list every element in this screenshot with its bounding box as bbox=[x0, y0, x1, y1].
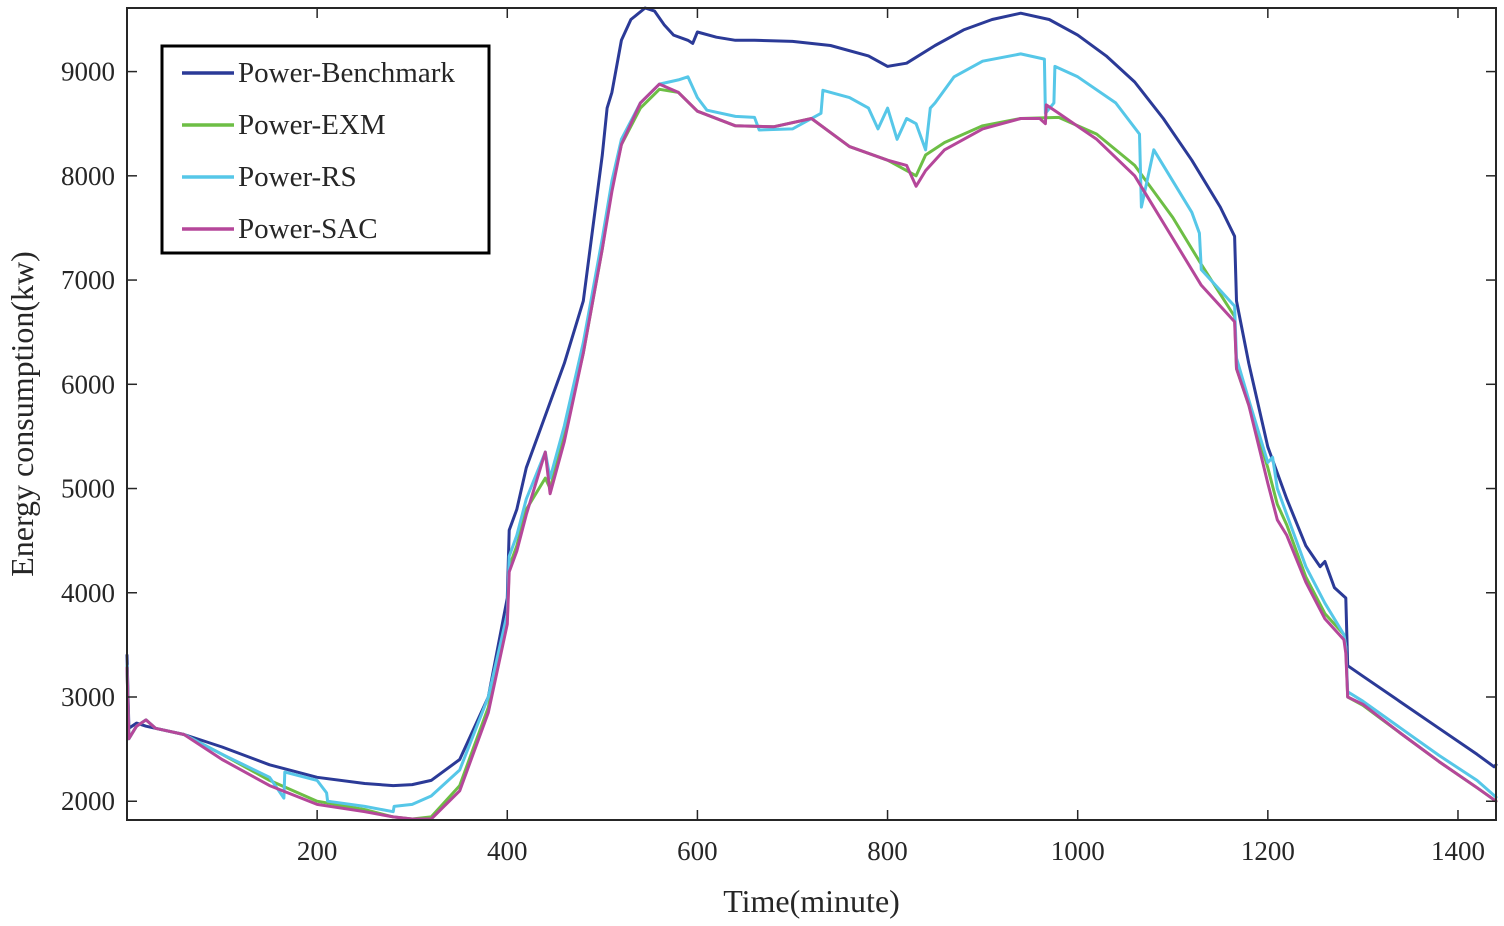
legend-box bbox=[160, 44, 491, 255]
legend-label: Power-EXM bbox=[238, 109, 386, 141]
legend-label: Power-SAC bbox=[238, 213, 378, 245]
y-tick-label: 2000 bbox=[61, 786, 115, 816]
x-tick-label: 1400 bbox=[1431, 836, 1485, 866]
legend-label: Power-RS bbox=[238, 161, 357, 193]
tick-layer: 200 400 600 800 1000 1200 1400 2000 3000 4000 5000… bbox=[61, 8, 1496, 866]
series-line-power-benchmark bbox=[125, 6, 1498, 788]
x-axis-label: Time(minute) bbox=[723, 883, 900, 919]
x-tick-label: 1000 bbox=[1051, 836, 1105, 866]
x-tick-label: 200 bbox=[297, 836, 338, 866]
x-tick-label: 800 bbox=[867, 836, 908, 866]
x-tick-label: 1200 bbox=[1241, 836, 1295, 866]
plot-frame bbox=[126, 7, 1497, 821]
series-layer bbox=[125, 6, 1498, 821]
legend: Power-Benchmark Power-EXM Power-RS Power-SA… bbox=[160, 44, 491, 255]
y-tick-label: 5000 bbox=[61, 474, 115, 504]
y-tick-label: 7000 bbox=[61, 265, 115, 295]
y-tick-label: 9000 bbox=[61, 57, 115, 87]
x-tick-label: 400 bbox=[487, 836, 528, 866]
legend-label: Power-Benchmark bbox=[238, 57, 455, 89]
x-tick-label: 600 bbox=[677, 836, 718, 866]
series-line-power-rs bbox=[125, 52, 1498, 814]
y-tick-label: 4000 bbox=[61, 578, 115, 608]
y-tick-label: 8000 bbox=[61, 161, 115, 191]
y-axis-label: Energy consumption(kw) bbox=[4, 251, 40, 577]
series-line-power-sac bbox=[125, 82, 1498, 821]
y-tick-label: 3000 bbox=[61, 682, 115, 712]
y-tick-label: 6000 bbox=[61, 369, 115, 399]
